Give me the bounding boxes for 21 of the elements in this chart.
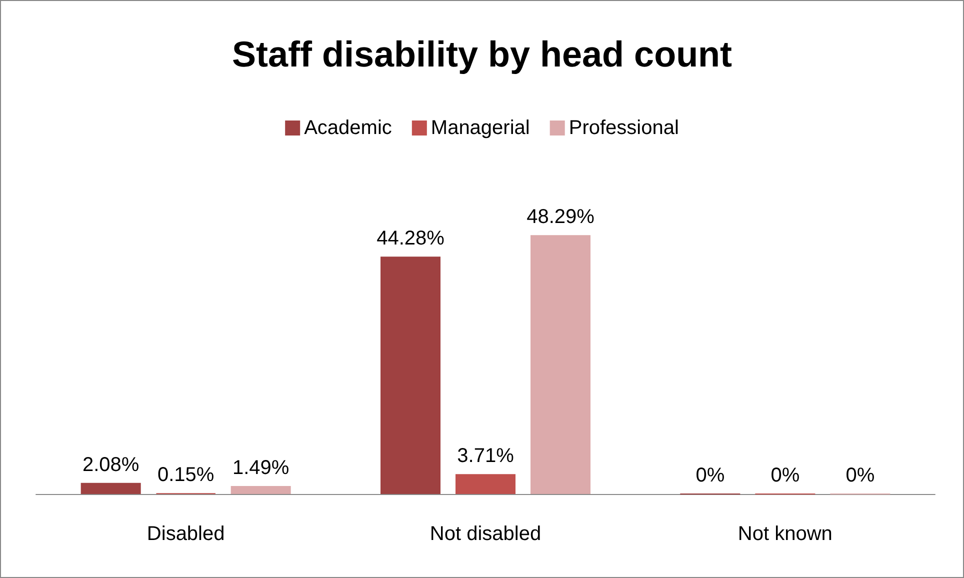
data-label: 44.28%	[376, 228, 445, 250]
data-label: 2.08%	[82, 454, 140, 476]
bar	[380, 256, 440, 494]
x-tick-label: Not known	[738, 523, 832, 545]
chart-title: Staff disability by head count	[232, 34, 732, 74]
legend-label: Professional	[568, 117, 679, 139]
data-label: 3.71%	[457, 445, 514, 468]
bar	[456, 474, 516, 494]
data-label: 0%	[770, 464, 800, 486]
x-tick-label: Not disabled	[430, 523, 542, 545]
legend-label: Academic	[304, 117, 392, 139]
data-label: 0.15%	[157, 464, 214, 486]
bar	[530, 235, 590, 494]
data-label: 1.49%	[232, 457, 290, 480]
x-tick-label: Disabled	[146, 523, 225, 545]
data-label: 48.29%	[526, 206, 595, 228]
data-label: 0%	[846, 464, 875, 486]
bar	[80, 482, 141, 494]
legend-label: Managerial	[430, 117, 530, 139]
data-label: 0%	[696, 464, 725, 486]
bar	[230, 486, 291, 494]
